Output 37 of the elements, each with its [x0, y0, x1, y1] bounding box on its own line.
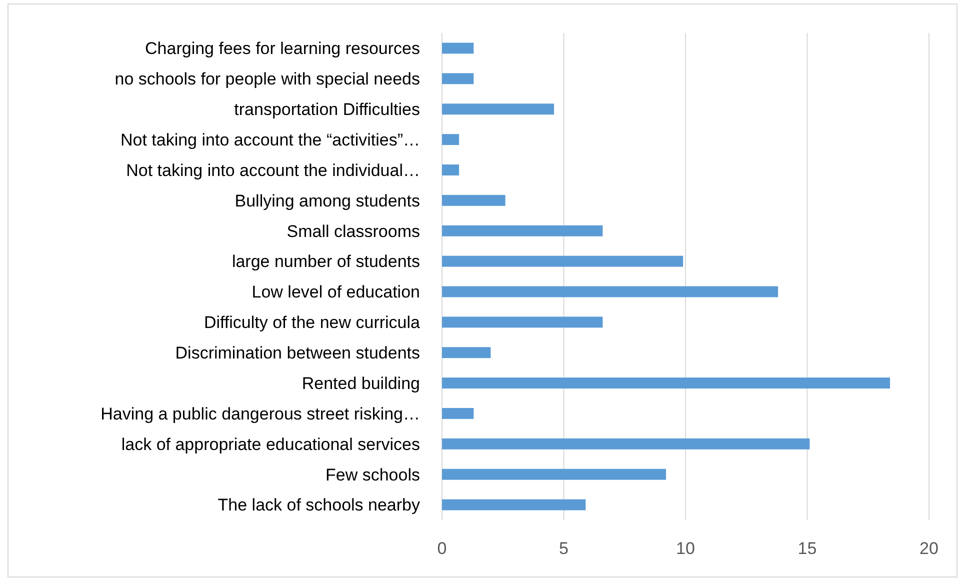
x-tick-label: 0: [437, 539, 447, 558]
bar: [442, 316, 603, 328]
bar: [442, 225, 603, 236]
y-tick-label: Difficulty of the new curricula: [204, 313, 421, 332]
bar: [442, 194, 506, 206]
y-tick-label: no schools for people with special needs: [114, 70, 420, 89]
bar: [442, 42, 474, 54]
y-tick-label: Few schools: [326, 465, 420, 484]
bar: [442, 104, 554, 115]
x-tick-label: 5: [559, 539, 568, 558]
bar: [442, 134, 460, 146]
y-tick-label: Low level of education: [252, 282, 420, 302]
bar: [442, 347, 491, 358]
bar: [442, 164, 460, 176]
y-tick-label: transportation Difficulties: [234, 100, 420, 120]
x-tick-label: 15: [798, 539, 817, 558]
y-tick-label: Rented building: [302, 374, 420, 393]
bar: [442, 378, 890, 389]
y-tick-label: lack of appropriate educational services: [121, 434, 420, 454]
y-tick-label: The lack of schools nearby: [218, 496, 420, 515]
y-tick-label: Charging fees for learning resources: [145, 39, 420, 58]
x-tick-label: 20: [920, 539, 938, 558]
y-tick-label: Bullying among students: [234, 191, 420, 210]
bar: [442, 408, 474, 419]
x-tick-label: 10: [676, 539, 695, 558]
y-tick-label: Not taking into account the “activities”…: [120, 130, 420, 150]
y-tick-label: Small classrooms: [286, 222, 420, 241]
bar: [442, 73, 474, 84]
bar: [442, 468, 666, 480]
bar: [442, 286, 778, 298]
y-tick-label: Having a public dangerous street risking…: [100, 404, 420, 424]
y-tick-label: large number of students: [232, 252, 420, 272]
y-tick-label: Discrimination between students: [175, 344, 420, 363]
bar: [442, 499, 586, 510]
bar: [442, 438, 810, 450]
y-tick-label: Not taking into account the individual…: [126, 160, 420, 180]
bar: [442, 256, 684, 267]
